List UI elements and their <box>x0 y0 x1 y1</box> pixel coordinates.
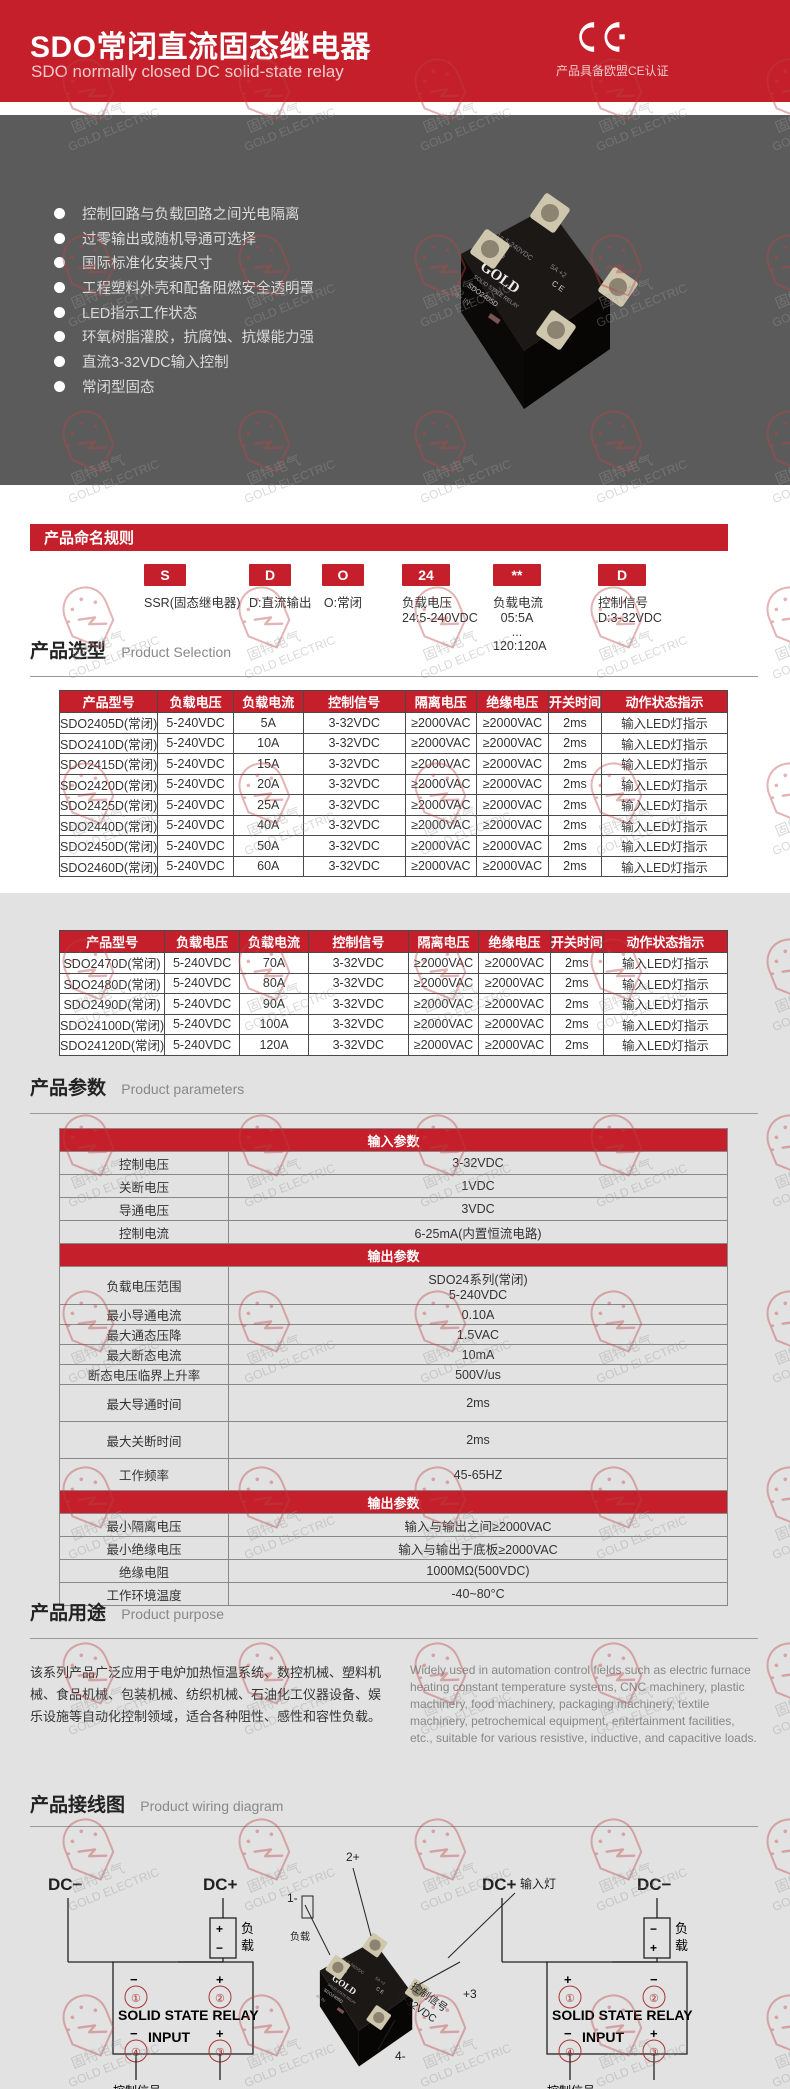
svg-text:输入灯: 输入灯 <box>520 1876 556 1891</box>
svg-text:2+: 2+ <box>346 1850 360 1864</box>
svg-text:负载: 负载 <box>290 1930 310 1943</box>
svg-text:1-: 1- <box>287 1891 298 1905</box>
svg-text:+3: +3 <box>463 1987 477 2001</box>
svg-text:4-: 4- <box>395 2049 406 2063</box>
